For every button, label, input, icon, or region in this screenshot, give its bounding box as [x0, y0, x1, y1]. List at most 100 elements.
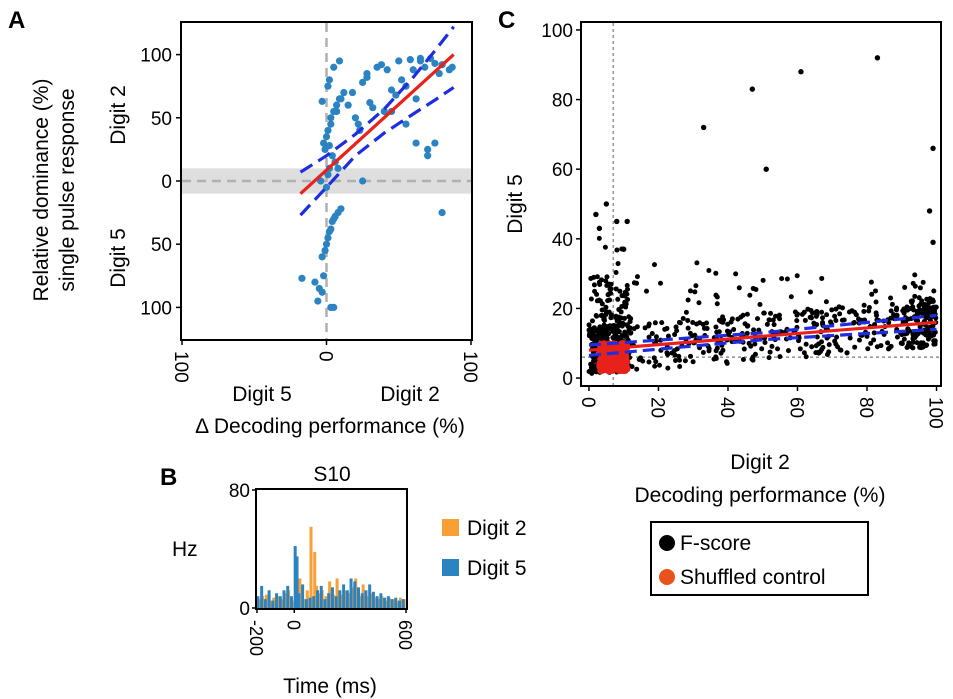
panel-c-fscore-point	[700, 124, 707, 131]
panel-c-fscore-point	[693, 283, 699, 289]
panel-a-ci-upper	[299, 25, 455, 174]
panel-b-bar-digit5	[260, 585, 264, 608]
panel-b-bar-digit5	[371, 591, 375, 608]
panel-a-point	[330, 303, 338, 311]
panel-a-point	[324, 126, 332, 135]
panel-b-ticks: 080-200 0 600	[229, 481, 415, 656]
panel-a-point	[320, 272, 328, 280]
panel-c-fscore-point	[924, 304, 930, 310]
panel-c-fscore-point	[914, 340, 920, 346]
panel-b-bar-digit5	[263, 599, 267, 608]
panel-a-point	[344, 101, 352, 109]
panel-b-bar-digit5	[327, 593, 331, 608]
panel-c-ytick-label: 40	[552, 230, 573, 251]
panel-c-fscore-point	[642, 325, 648, 331]
panel-a-point	[321, 246, 329, 255]
panel-a-ylabel-line2: single pulse response	[56, 88, 79, 291]
panel-c-fscore-point	[912, 272, 918, 278]
panel-c-ytick-label: 80	[552, 91, 573, 112]
panel-c-fscore-point	[926, 208, 933, 214]
panel-c-fscore-point	[776, 312, 782, 318]
panel-c-ytick-label: 100	[541, 21, 573, 42]
panel-c-fscore-point	[762, 339, 768, 345]
panel-c-fit-line	[588, 320, 937, 352]
panel-c-fscore-point	[603, 304, 609, 310]
panel-c-fscore-point	[614, 247, 620, 253]
panel-c-fscore-point	[931, 288, 937, 294]
panel-b-bar-digit5	[289, 596, 293, 608]
panel-c-fscore-point	[615, 323, 621, 329]
panel-c-fscore-point	[700, 349, 706, 355]
panel-a-point	[383, 66, 391, 74]
panel-c-fscore-point	[777, 354, 783, 360]
panel-b-legend-swatch	[442, 559, 459, 576]
panel-b-bar-digit2	[313, 551, 317, 608]
panel-c-fscore-point	[748, 343, 754, 349]
panel-c-fscore-point	[720, 347, 726, 353]
panel-c-xtick-label: 60	[785, 397, 806, 418]
panel-c-fscore-point	[813, 350, 819, 356]
panel-c-fscore-point	[624, 322, 630, 328]
panel-c-fscore-point	[692, 289, 698, 295]
panel-a-point	[431, 139, 439, 147]
panel-c-fscore-point	[614, 218, 620, 225]
panel-c-fscore-point	[626, 314, 632, 320]
panel-c-fscore-point	[651, 262, 657, 268]
panel-c-fscore-point	[785, 348, 791, 354]
panel-c-fscore-point	[807, 289, 813, 295]
panel-c-fscore-point	[608, 312, 614, 318]
panel-c-fscore-point	[713, 270, 719, 276]
panel-b-ytick-label: 0	[239, 599, 250, 620]
panel-c-fscore-point	[917, 285, 923, 291]
panel-c-plot-area	[582, 23, 940, 385]
panel-c-fscore-point	[771, 322, 777, 328]
panel-c-fscore-point	[802, 317, 808, 323]
panel-c-fscore-point	[905, 343, 911, 349]
panel-c-fscore-point	[925, 336, 931, 342]
panel-a-point	[354, 120, 362, 128]
panel-c-fscore-point	[685, 297, 691, 303]
panel-c-fscore-point	[640, 358, 646, 364]
panel-c-fscore-point	[608, 281, 614, 287]
panel-c-fscore-point	[773, 313, 779, 319]
panel-c-fscore-point	[820, 320, 826, 326]
panel-b-legend-label: Digit 5	[467, 557, 527, 580]
panel-b-bar-digit5	[334, 596, 338, 608]
panel-c-fscore-point	[714, 345, 720, 351]
panel-b-bar-digit5	[304, 599, 308, 608]
panel-c-fscore-point	[817, 349, 823, 355]
panel-c-legend-marker	[659, 535, 675, 551]
panel-c-fscore-point	[608, 286, 614, 292]
panel-c-shuffled-point	[611, 356, 619, 363]
panel-b-bar-digit5	[394, 597, 398, 608]
panel-c-fscore-point	[861, 308, 867, 314]
panel-c-fscore-point	[594, 298, 600, 304]
panel-a-point	[412, 139, 420, 147]
panel-c-fscore-point	[615, 261, 621, 267]
panel-c-fscore-point	[816, 341, 822, 347]
panel-c-fscore-point	[713, 324, 719, 330]
panel-c-fscore-point	[898, 340, 904, 346]
panel-c: C 0 20 40 60 80 100 0 20 40 60 80 100 Digit 5 Digit…	[498, 7, 946, 596]
panel-c-fscore-point	[874, 344, 880, 350]
panel-a-fit-line	[299, 53, 455, 195]
panel-c-fscore-point	[596, 235, 602, 241]
panel-c-fscore-point	[634, 274, 640, 280]
panel-c-fscore-point	[847, 335, 853, 341]
panel-a-point	[324, 171, 332, 179]
panel-c-shuffled-point	[604, 360, 612, 367]
panel-a-point	[402, 120, 410, 128]
panel-c-fscore-point	[604, 274, 610, 280]
panel-b: B S10 Hz 080-200 0 600 Time (ms) Digit 2Di…	[160, 463, 527, 698]
panel-c-fscore-point	[869, 291, 875, 297]
panel-a-point	[406, 56, 414, 64]
panel-c-fscore-point	[794, 311, 800, 317]
panel-c-fscore-point	[885, 340, 891, 346]
panel-a-xtick-label: 0	[315, 351, 336, 362]
panel-c-fscore-point	[760, 277, 766, 283]
panel-c-shuffled-point	[605, 367, 612, 375]
panel-c-fscore-point	[603, 201, 610, 207]
panel-c-fscore-point	[643, 288, 649, 294]
panel-c-fscore-point	[918, 340, 924, 346]
panel-c-fscore-point	[714, 294, 720, 300]
